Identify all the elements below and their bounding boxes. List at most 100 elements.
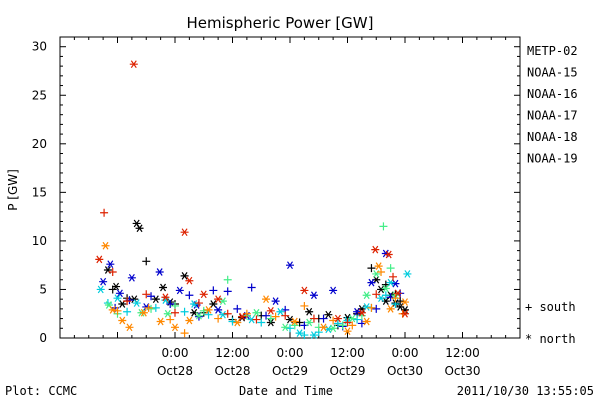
data-point-north: [381, 284, 390, 293]
data-point-south: [396, 297, 405, 306]
data-point-north: [139, 308, 148, 317]
data-point-south: [185, 291, 194, 300]
data-point-north: [204, 305, 213, 314]
legend-entry-noaa-15: NOAA-15: [527, 66, 578, 80]
data-point-south: [309, 314, 318, 323]
series-noaa-19: [95, 60, 409, 327]
data-point-north: [156, 317, 165, 326]
data-point-south: [199, 306, 208, 315]
data-point-south: [333, 319, 342, 328]
x-tick-label-time: 0:00: [162, 346, 189, 360]
data-point-north: [401, 309, 409, 318]
data-point-south: [372, 304, 381, 313]
data-point-north: [286, 261, 294, 270]
x-tick-label-date: Oct30: [444, 364, 480, 378]
data-point-south: [281, 311, 290, 320]
y-tick-label: 20: [32, 137, 47, 151]
data-point-north: [266, 306, 275, 315]
data-point-north: [218, 310, 227, 319]
data-point-south: [180, 307, 189, 316]
data-point-north: [262, 295, 271, 304]
data-point-south: [180, 329, 189, 338]
data-point-north: [384, 250, 393, 259]
footer-timestamp: 2011/10/30 13:55:05: [457, 384, 594, 398]
data-point-south: [252, 315, 261, 324]
data-point-south: [300, 331, 309, 340]
data-point-south: [379, 222, 388, 231]
data-point-south: [166, 300, 175, 309]
data-point-north: [159, 283, 168, 292]
data-point-south: [290, 321, 299, 330]
x-tick-label-time: 12:00: [215, 346, 250, 360]
data-point-north: [371, 245, 380, 254]
legend-north-marker: * north: [525, 332, 576, 346]
data-point-north: [163, 309, 172, 318]
data-point-south: [353, 315, 362, 324]
data-point-north: [238, 312, 247, 321]
data-point-south: [389, 272, 398, 281]
data-point-north: [374, 262, 383, 270]
y-tick-label: 15: [32, 185, 47, 199]
data-point-north: [367, 278, 376, 287]
data-point-north: [329, 286, 338, 295]
data-point-south: [113, 306, 122, 315]
data-point-north: [180, 272, 189, 280]
legend-entry-noaa-16: NOAA-16: [527, 87, 578, 101]
data-point-north: [161, 293, 170, 302]
data-point-north: [386, 305, 395, 313]
data-point-north: [155, 268, 164, 276]
data-point-south: [223, 309, 232, 318]
data-point-north: [309, 291, 318, 300]
data-point-north: [329, 324, 338, 333]
data-point-south: [386, 264, 395, 273]
data-point-north: [185, 276, 194, 285]
data-point-south: [233, 304, 242, 313]
data-point-south: [295, 318, 304, 327]
data-point-north: [357, 308, 366, 317]
x-tick-label-time: 12:00: [330, 346, 365, 360]
legend-entry-noaa-19: NOAA-19: [527, 152, 578, 166]
data-point-north: [194, 311, 203, 320]
data-point-north: [290, 317, 299, 326]
x-tick-label-date: Oct30: [387, 364, 423, 378]
data-point-south: [257, 318, 266, 327]
data-point-south: [147, 292, 156, 301]
data-point-south: [357, 319, 366, 328]
x-axis: 0:00 Oct28 12:00 Oct28 0:00 Oct29 12:00 Oct29 0:…: [59, 37, 521, 378]
legend-entry-noaa-17: NOAA-17: [527, 109, 578, 123]
plot-frame: [59, 36, 521, 339]
footer-plot-credit: Plot: CCMC: [5, 384, 77, 398]
data-point-south: [319, 314, 328, 323]
data-point-south: [348, 321, 357, 330]
data-point-north: [118, 316, 127, 325]
data-point-north: [115, 289, 124, 298]
data-point-north: [362, 303, 371, 311]
data-point-south: [142, 290, 151, 299]
data-point-north: [209, 300, 218, 308]
data-point-south: [108, 267, 117, 276]
x-tick-label-time: 12:00: [445, 346, 480, 360]
data-point-south: [123, 297, 132, 306]
data-point-south: [171, 308, 179, 317]
data-point-north: [185, 316, 194, 325]
data-point-south: [367, 264, 376, 273]
data-point-north: [125, 323, 134, 332]
data-point-south: [194, 299, 203, 308]
data-point-north: [333, 314, 342, 323]
y-tick-label: 0: [39, 331, 47, 345]
data-point-north: [362, 317, 371, 326]
data-point-north: [127, 273, 136, 282]
data-point-north: [199, 290, 208, 299]
data-point-south: [144, 303, 153, 312]
data-point-north: [214, 305, 223, 314]
data-point-south: [151, 303, 160, 312]
data-point-north: [233, 318, 242, 327]
data-point-north: [276, 307, 285, 316]
data-point-south: [367, 303, 376, 312]
chart-title: Hemispheric Power [GW]: [187, 14, 374, 32]
data-point-south: [381, 280, 390, 289]
y-axis-label: P [GW]: [6, 169, 20, 211]
data-point-north: [106, 260, 115, 269]
x-tick-label-date: Oct29: [329, 364, 365, 378]
